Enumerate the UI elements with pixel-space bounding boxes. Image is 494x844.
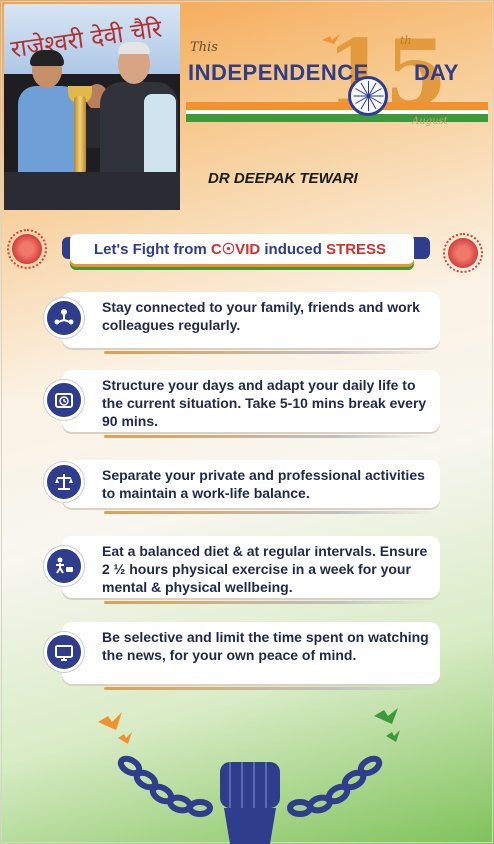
saffron-bird-icon [322,34,340,44]
saffron-bird-icon [98,712,122,730]
clock-calendar-icon [44,380,84,420]
chain-right [287,755,383,817]
tip-card: Separate your private and professional a… [44,460,440,516]
balance-scale-icon [44,462,84,502]
exercise-diet-icon [44,546,84,586]
tip-card: Structure your days and adapt your daily… [44,370,440,438]
tricolor-saffron-stripe [186,102,488,110]
green-bird-icon [374,708,398,724]
author-name: DR DEEPAK TEWARI [208,170,358,187]
badge-day-text: DAY [414,60,459,85]
tricolor-white-stripe [186,110,488,114]
fight-prefix: Let's Fight from [94,241,211,258]
award-photo: राजेश्वरी देवी चैरि [4,4,180,210]
broken-chain-fist-illustration [98,708,400,844]
tv-news-icon [44,632,84,672]
fight-stress-banner: Let's Fight from C☉VID induced STRESS [70,234,414,264]
ashoka-chakra-icon [348,76,388,116]
virus-icon-left [7,229,47,269]
photo-person-presenter [100,42,180,184]
tip-card: Be selective and limit the time spent on… [44,622,440,690]
tip-text: Eat a balanced diet & at regular interva… [102,543,428,595]
saffron-bird-icon-small [118,732,132,744]
tip-card: Eat a balanced diet & at regular interva… [44,536,440,604]
badge-this-label: This [190,40,218,55]
fight-middle: induced [260,241,327,258]
trophy-stem [74,96,86,174]
photo-person-awardee [18,50,80,176]
tip-card: Stay connected to your family, friends a… [44,292,440,354]
fight-stress-title: Let's Fight from C☉VID induced STRESS [94,240,386,258]
tip-text: Structure your days and adapt your daily… [102,377,427,429]
fight-covid: C☉VID [210,241,261,258]
tricolor-green-stripe [186,114,488,122]
tip-text: Stay connected to your family, friends a… [102,299,420,333]
tip-text: Be selective and limit the time spent on… [102,629,429,663]
independence-day-badge: 15 th This INDEPENDENCE DAY August [186,28,488,138]
virus-icon-right [443,233,483,273]
fight-stress: STRESS [326,241,387,258]
badge-month: August [412,116,448,127]
green-bird-icon-small [386,730,400,742]
badge-independence-text: INDEPENDENCE [188,60,369,85]
badge-ordinal: th [400,34,412,47]
chain-left [117,755,213,817]
tip-text: Separate your private and professional a… [102,467,425,501]
people-network-icon [44,298,84,338]
photo-stage [4,172,180,210]
raised-fist-icon [220,762,280,844]
